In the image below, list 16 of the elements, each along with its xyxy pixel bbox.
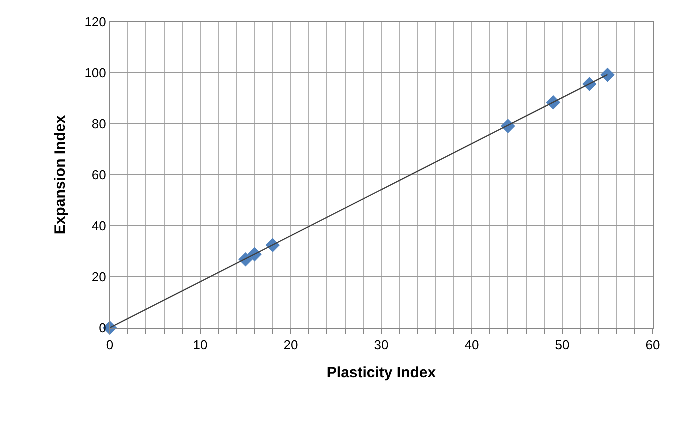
y-tick-label: 100	[84, 66, 106, 81]
x-tick-label: 50	[555, 338, 570, 353]
x-tick-label: 60	[646, 338, 660, 353]
x-tick-label: 10	[193, 338, 208, 353]
x-tick-label: 20	[284, 338, 298, 353]
y-tick-label: 20	[92, 270, 106, 285]
y-tick-label: 40	[92, 218, 106, 234]
x-axis-title: Plasticity Index	[326, 364, 437, 382]
y-tick-label: 0	[99, 320, 106, 336]
y-axis-title: Expansion Index	[52, 114, 69, 235]
x-tick-label: 40	[464, 338, 480, 353]
y-tick-label: 80	[92, 116, 106, 132]
y-tick-label: 120	[84, 14, 106, 30]
x-tick-label: 30	[374, 338, 389, 353]
point	[600, 68, 615, 82]
y-tick-label: 60	[92, 168, 106, 183]
